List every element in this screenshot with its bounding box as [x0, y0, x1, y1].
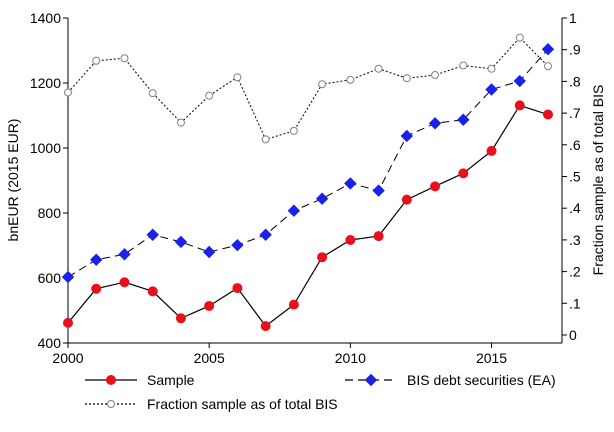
series-line [67, 36, 549, 141]
data-point [90, 253, 103, 267]
series-fraction-sample-as-of-total-bis [64, 33, 552, 144]
data-point [148, 89, 157, 98]
data-point [315, 192, 329, 205]
data-point [364, 373, 378, 387]
data-point [120, 54, 129, 63]
data-point [486, 145, 497, 156]
x-tick-label: 2005 [194, 350, 225, 366]
data-point [107, 400, 115, 408]
legend-label: BIS debt securities (EA) [407, 372, 556, 388]
y2-axis-title: Fraction sample as of total BIS [590, 85, 606, 276]
data-point [175, 313, 186, 324]
data-point [544, 62, 552, 71]
x-tick-label: 2000 [52, 350, 83, 366]
data-point [431, 71, 440, 80]
data-point [374, 64, 383, 73]
legend: Sample BIS debt securities (EA) Fraction s… [85, 372, 556, 412]
data-point [118, 248, 131, 261]
data-point [146, 228, 159, 241]
y2-tick-label: 1 [569, 10, 577, 26]
data-point [287, 204, 301, 217]
data-point [514, 100, 525, 111]
y-tick-label: 1400 [30, 10, 61, 26]
data-point [289, 126, 298, 135]
data-point [63, 317, 73, 328]
data-point [261, 135, 270, 144]
y2-tick-label: .6 [569, 137, 581, 153]
axes: 400 600 800 1000 1200 1400 0 .1 .2 .3 .4 .5 .6 .7 .8 .9… [30, 10, 581, 366]
data-point [147, 286, 158, 297]
y-tick-label: 800 [38, 205, 62, 221]
data-point [318, 80, 327, 89]
data-point [344, 177, 357, 190]
y2-tick-label: .7 [569, 105, 581, 121]
data-point [513, 74, 526, 88]
data-point [232, 283, 243, 294]
x-tick-label: 2010 [335, 350, 366, 366]
y-tick-label: 600 [38, 270, 62, 286]
data-point [373, 231, 384, 242]
data-point [459, 61, 468, 70]
data-point [91, 283, 102, 294]
data-point [288, 299, 299, 310]
series-line [67, 48, 549, 278]
data-point [487, 64, 496, 73]
data-point [202, 245, 216, 259]
data-point [428, 117, 442, 130]
series-bis-debt-securities-ea [61, 42, 555, 284]
legend-label: Sample [147, 372, 195, 388]
data-point [515, 33, 524, 42]
data-point [205, 91, 214, 100]
data-point [231, 238, 244, 252]
y2-tick-label: .3 [569, 232, 581, 248]
data-point [401, 194, 412, 205]
data-point [174, 235, 188, 249]
data-point [260, 321, 271, 332]
y2-tick-label: .9 [569, 42, 581, 58]
y2-tick-label: .1 [569, 295, 581, 311]
data-point [400, 129, 414, 143]
data-point [317, 252, 328, 263]
data-point [345, 234, 356, 245]
data-point [541, 42, 555, 56]
data-point [543, 109, 553, 120]
data-point [233, 73, 242, 82]
y-tick-label: 400 [38, 335, 62, 351]
y2-tick-label: .8 [569, 73, 581, 89]
y2-tick-label: 0 [569, 327, 577, 343]
data-point [176, 118, 185, 127]
data-point [92, 56, 101, 65]
series-sample [63, 100, 553, 332]
series-line [67, 104, 549, 327]
data-point [458, 168, 469, 179]
y-tick-label: 1200 [30, 75, 61, 91]
data-point [61, 270, 75, 284]
y2-tick-label: .5 [569, 169, 581, 185]
data-point [64, 88, 72, 97]
legend-item: Sample [85, 372, 195, 388]
legend-item: Fraction sample as of total BIS [85, 396, 338, 412]
data-point [485, 83, 498, 96]
y-tick-label: 1000 [30, 140, 61, 156]
x-tick-label: 2015 [476, 350, 507, 366]
data-point [106, 375, 116, 385]
plot-area [61, 33, 555, 332]
data-point [402, 74, 411, 83]
legend-label: Fraction sample as of total BIS [147, 396, 338, 412]
data-point [372, 184, 385, 197]
legend-item: BIS debt securities (EA) [345, 372, 556, 388]
data-point [457, 113, 470, 126]
data-point [346, 75, 355, 84]
data-point [430, 181, 441, 192]
y2-tick-label: .4 [569, 200, 581, 216]
data-point [204, 300, 215, 311]
y-axis-title: bnEUR (2015 EUR) [5, 119, 21, 242]
data-point [119, 277, 130, 288]
data-point [259, 228, 272, 241]
y2-tick-label: .2 [569, 264, 581, 280]
